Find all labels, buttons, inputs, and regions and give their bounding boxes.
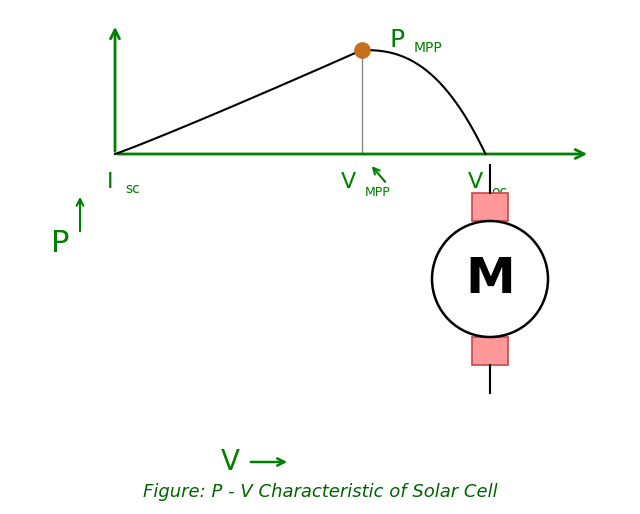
Text: V: V <box>221 448 239 476</box>
Circle shape <box>432 221 548 337</box>
Text: sc: sc <box>125 182 140 196</box>
Bar <box>472 337 508 365</box>
Text: P: P <box>51 229 69 259</box>
Text: V: V <box>468 172 483 192</box>
Text: I: I <box>107 172 113 192</box>
Text: MPP: MPP <box>365 186 391 198</box>
Text: oc: oc <box>492 185 508 199</box>
Text: P: P <box>390 28 405 52</box>
Text: MPP: MPP <box>414 41 443 55</box>
Text: Figure: P - V Characteristic of Solar Cell: Figure: P - V Characteristic of Solar Ce… <box>143 483 497 501</box>
Bar <box>472 193 508 221</box>
Text: M: M <box>465 255 515 303</box>
Text: V: V <box>340 172 356 192</box>
